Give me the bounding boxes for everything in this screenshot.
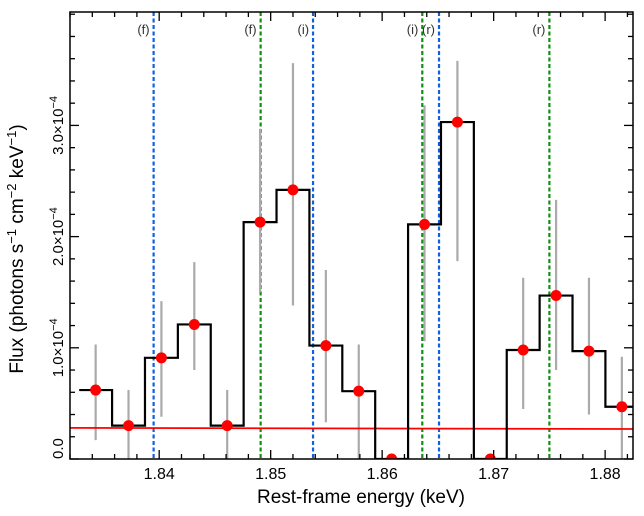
line-marker-label-1: (f) [244,22,256,37]
data-point-16 [616,401,628,413]
data-point-4 [221,420,233,432]
x-tick-label-3: 1.87 [478,466,509,483]
line-marker-label-2: (i) [297,22,309,37]
data-point-11 [451,116,463,128]
data-point-2 [155,352,167,364]
y-tick-label-0: 0.0 [50,438,67,459]
axis-ticks [69,12,633,460]
line-marker-label-5: (r) [532,22,545,37]
continuum-line [70,426,633,430]
data-point-1 [123,420,135,432]
x-tick-label-2: 1.86 [367,466,398,483]
x-tick-label-0: 1.84 [144,466,175,483]
line-markers [152,12,551,459]
plot-frame [69,11,634,460]
line-marker-label-0: (f) [137,22,149,37]
binned-spectrum [79,120,633,459]
line-marker-labels: (f) (f) (i) (i) (r) (r) [137,22,545,37]
data-point-5 [254,216,266,228]
continuum-model [70,426,633,430]
y-tick-label-3: 3.0×10−4 [48,96,67,155]
data-point-15 [583,345,595,357]
x-tick-label-1: 1.85 [255,466,286,483]
data-point-6 [287,184,299,196]
y-tick-label-1: 1.0×10−4 [48,318,67,377]
error-bars [94,60,623,459]
histogram-line [79,120,633,459]
data-point-3 [188,318,200,330]
y-axis-label: Flux (photons s−1 cm−2 keV−1) [4,124,28,373]
x-axis-label: Rest-frame energy (keV) [257,487,465,508]
data-point-7 [320,340,332,352]
data-point-8 [353,385,365,397]
data-point-14 [550,290,562,302]
y-tick-labels: 0.0 1.0×10−4 2.0×10−4 3.0×10−4 [48,96,67,459]
data-point-10 [419,218,431,230]
y-tick-label-2: 2.0×10−4 [48,207,67,266]
data-point-13 [517,344,529,356]
x-tick-labels: 1.84 1.85 1.86 1.87 1.88 [144,466,621,483]
data-point-0 [90,384,102,396]
data-point-9 [386,453,398,459]
line-marker-label-4: (r) [422,22,435,37]
line-marker-label-3: (i) [407,22,419,37]
x-tick-label-4: 1.88 [590,466,621,483]
data-points [90,116,628,459]
